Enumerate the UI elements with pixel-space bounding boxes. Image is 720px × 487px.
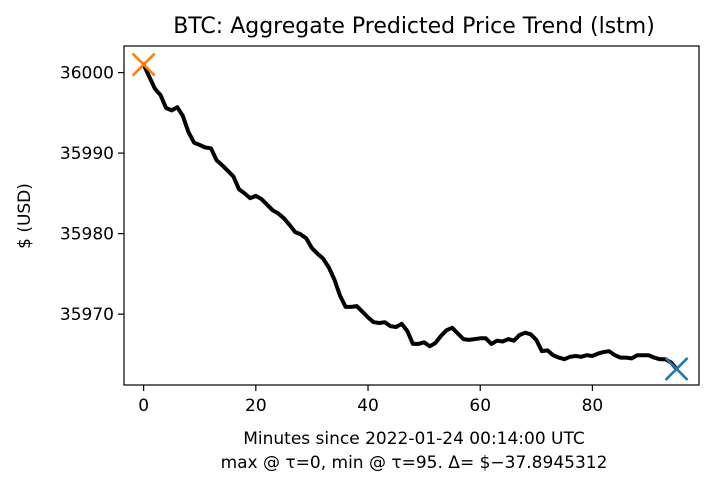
x-axis-label: Minutes since 2022-01-24 00:14:00 UTC — [243, 429, 585, 449]
y-tick-label: 36000 — [60, 64, 114, 84]
x-tick-label: 0 — [138, 396, 149, 416]
x-tick-label: 40 — [357, 396, 379, 416]
y-tick-label: 35980 — [60, 225, 114, 245]
x-axis-ticks: 0 20 40 60 80 — [138, 385, 603, 416]
x-tick-label: 20 — [245, 396, 267, 416]
plot-area — [131, 52, 689, 381]
y-axis-ticks: 35970 35980 35990 36000 — [60, 64, 124, 325]
y-axis-label: $ (USD) — [15, 183, 35, 249]
min-marker-stroke-b — [664, 356, 689, 381]
series-line-0 — [141, 62, 679, 371]
axes-frame — [123, 45, 700, 386]
max-marker-stroke-b — [131, 52, 156, 77]
x-axis-sublabel: max @ τ=0, min @ τ=95. Δ= $−37.8945312 — [221, 453, 608, 473]
max-marker — [131, 52, 156, 77]
x-tick-label: 60 — [469, 396, 491, 416]
min-marker — [664, 356, 689, 381]
chart-title: BTC: Aggregate Predicted Price Trend (ls… — [173, 14, 655, 39]
y-tick-label: 35970 — [60, 305, 114, 325]
x-tick-label: 80 — [582, 396, 604, 416]
y-tick-label: 35990 — [60, 144, 114, 164]
